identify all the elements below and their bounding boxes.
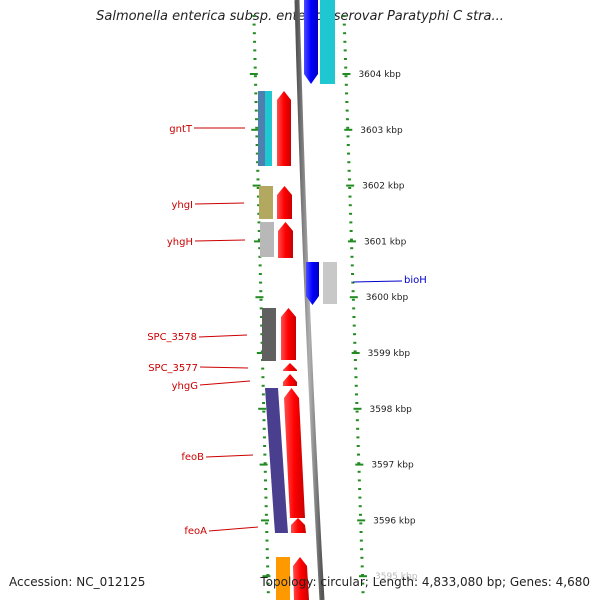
cds-spc3577-reverse bbox=[283, 363, 297, 371]
cog-block-cyan-top bbox=[320, 0, 335, 84]
ruler-label: 3598 kbp bbox=[369, 405, 412, 415]
ruler-label: 3603 kbp bbox=[360, 126, 403, 136]
cog-block-navy-feob bbox=[265, 388, 287, 520]
leader-spc3578 bbox=[198, 334, 248, 338]
ruler-labels: 3604 kbp 3603 kbp 3602 kbp 3601 kbp 3600 kbp… bbox=[358, 70, 417, 582]
ruler-label: 3601 kbp bbox=[364, 237, 407, 247]
cog-block-darkgray-spc3578 bbox=[262, 308, 276, 361]
leader-spc3577 bbox=[199, 366, 249, 369]
leader-feob bbox=[205, 454, 254, 458]
cog-block-gray-yhgh bbox=[260, 222, 274, 257]
gene-label-bioh: bioH bbox=[404, 275, 427, 286]
gene-label-feob: feoB bbox=[181, 452, 204, 463]
ruler-label: 3600 kbp bbox=[366, 293, 409, 303]
forward-strand-features bbox=[304, 0, 337, 305]
ruler-label: 3602 kbp bbox=[362, 182, 405, 192]
backbone-arc bbox=[294, 0, 325, 600]
cds-yhgh-reverse bbox=[278, 222, 293, 258]
reverse-strand-features bbox=[258, 91, 309, 600]
cds-feoa-reverse bbox=[291, 518, 306, 533]
leader-bioh bbox=[352, 280, 403, 283]
gene-label-leaders bbox=[194, 127, 403, 532]
leader-yhgg bbox=[199, 380, 251, 386]
cog-block-navy-feoa bbox=[274, 520, 288, 533]
gene-label-yhgg: yhgG bbox=[172, 381, 198, 392]
cds-yhgi-reverse bbox=[277, 186, 292, 219]
gene-label-feoa: feoA bbox=[184, 526, 207, 537]
cds-feob-reverse bbox=[284, 388, 305, 518]
gene-label-yhgi: yhgI bbox=[171, 200, 193, 211]
gene-label-gntt: gntT bbox=[169, 124, 193, 135]
gene-label-spc3578: SPC_3578 bbox=[147, 332, 197, 343]
cds-forward-top bbox=[304, 0, 318, 84]
ruler-label: 3597 kbp bbox=[371, 461, 414, 471]
cog-block-olive-yhgi bbox=[259, 186, 273, 219]
ruler-label: 3596 kbp bbox=[373, 516, 416, 526]
map-title: Salmonella enterica subsp. enterica sero… bbox=[96, 9, 504, 24]
ruler-label: 3599 kbp bbox=[368, 349, 411, 359]
ruler-label: 3595 kbp bbox=[375, 572, 418, 582]
ruler-label: 3604 kbp bbox=[358, 70, 401, 80]
cds-yhgg-reverse bbox=[283, 374, 297, 386]
cog-block-cyan-gntt bbox=[265, 91, 272, 166]
gene-labels: gntT yhgI yhgH SPC_3578 SPC_3577 yhgG fe… bbox=[147, 124, 427, 537]
gene-label-yhgh: yhgH bbox=[167, 237, 193, 248]
cds-gntt-reverse bbox=[277, 91, 291, 166]
cds-bottom-reverse bbox=[293, 557, 309, 600]
gene-label-spc3577: SPC_3577 bbox=[148, 363, 198, 374]
genome-summary-text: Topology: circular; Length: 4,833,080 bp… bbox=[260, 575, 590, 589]
cds-spc3578-reverse bbox=[281, 308, 296, 360]
cog-block-orange-bottom bbox=[276, 557, 290, 600]
cds-biohp-forward bbox=[306, 262, 319, 305]
leader-feoa bbox=[208, 526, 259, 532]
accession-text: Accession: NC_012125 bbox=[9, 575, 146, 589]
cog-block-gray-bioh bbox=[323, 262, 337, 304]
outer-tick-track bbox=[342, 15, 368, 594]
leader-yhgi bbox=[194, 202, 245, 205]
leader-yhgh bbox=[194, 239, 246, 242]
cog-block-steel-gntt bbox=[258, 91, 265, 166]
